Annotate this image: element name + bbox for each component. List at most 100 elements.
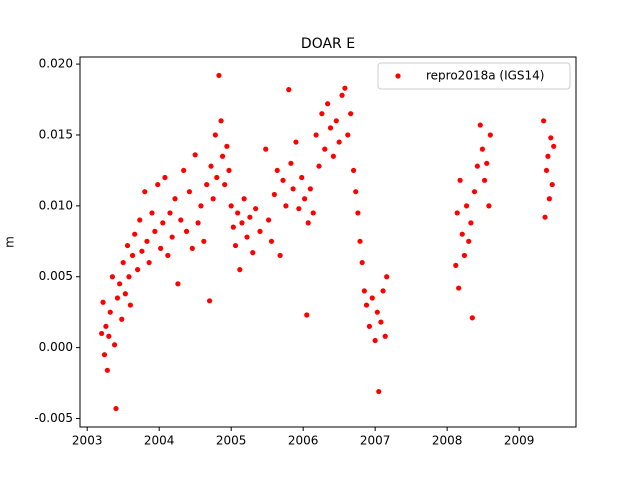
y-tick-label: 0.010 <box>39 198 73 212</box>
point <box>459 231 465 237</box>
point <box>541 118 547 124</box>
point <box>468 220 474 226</box>
point <box>226 167 232 174</box>
legend-label: repro2018a (IGS14) <box>426 69 544 83</box>
point <box>361 288 367 294</box>
point <box>268 238 275 244</box>
x-tick-label: 2008 <box>432 434 463 448</box>
point <box>479 146 486 152</box>
point <box>325 101 331 107</box>
point <box>353 189 359 195</box>
point <box>345 132 351 138</box>
point <box>376 388 382 395</box>
point <box>486 203 492 209</box>
point <box>120 259 126 266</box>
point <box>304 312 310 318</box>
point <box>487 132 493 138</box>
point <box>208 163 214 169</box>
point <box>212 132 218 138</box>
point <box>384 274 390 280</box>
point <box>551 143 557 149</box>
point <box>122 291 128 297</box>
point <box>165 252 171 259</box>
point <box>206 298 213 304</box>
point <box>146 259 152 266</box>
point <box>266 217 272 223</box>
point <box>271 191 277 198</box>
point <box>474 163 480 169</box>
point <box>162 174 168 181</box>
point <box>363 302 370 308</box>
point <box>307 186 313 192</box>
point <box>104 367 110 373</box>
legend-box <box>377 62 571 90</box>
point <box>167 210 173 216</box>
point <box>160 220 166 226</box>
point <box>219 153 226 159</box>
point <box>350 167 357 174</box>
point <box>98 330 105 337</box>
point <box>322 146 328 152</box>
point <box>302 196 308 202</box>
point <box>319 111 325 117</box>
point <box>357 238 363 244</box>
point <box>274 167 280 174</box>
point <box>230 224 236 230</box>
point <box>155 181 161 188</box>
point <box>342 85 348 91</box>
point <box>175 281 181 287</box>
point <box>204 181 210 188</box>
point <box>293 139 299 145</box>
point <box>453 262 459 268</box>
point <box>456 285 462 291</box>
point <box>195 220 201 226</box>
point <box>372 337 378 344</box>
point <box>134 267 141 273</box>
point <box>232 242 239 249</box>
point <box>100 299 106 305</box>
point <box>201 238 207 244</box>
y-tick-label: 0.020 <box>39 57 73 71</box>
point <box>543 167 550 174</box>
point <box>235 210 241 216</box>
point <box>378 319 384 325</box>
point <box>542 214 548 220</box>
point <box>152 228 158 234</box>
point <box>313 132 319 138</box>
x-tick-label: 2006 <box>288 434 319 448</box>
x-tick-label: 2004 <box>144 434 175 448</box>
point <box>107 309 113 315</box>
point <box>481 177 488 183</box>
point <box>296 206 302 212</box>
y-tick-label: 0.000 <box>39 340 73 354</box>
point <box>548 135 554 141</box>
x-tick-label: 2009 <box>504 434 535 448</box>
point <box>113 405 119 412</box>
point <box>241 196 247 202</box>
point <box>336 139 342 145</box>
point <box>139 248 145 254</box>
point <box>369 295 375 301</box>
x-tick-label: 2005 <box>216 434 247 448</box>
point <box>355 210 361 216</box>
point <box>263 146 269 152</box>
point <box>283 203 289 209</box>
point <box>382 333 388 339</box>
point <box>466 238 472 244</box>
point <box>126 274 132 280</box>
point <box>210 196 216 202</box>
point <box>327 125 334 131</box>
point <box>137 217 143 223</box>
legend: repro2018a (IGS14) <box>377 62 571 90</box>
point <box>374 309 380 315</box>
point <box>277 252 283 259</box>
point <box>114 295 121 301</box>
point <box>286 87 292 93</box>
point <box>546 196 552 202</box>
point <box>189 245 195 251</box>
y-tick-label: 0.005 <box>39 269 73 283</box>
point <box>116 281 123 287</box>
point <box>359 259 365 266</box>
point <box>186 189 193 195</box>
